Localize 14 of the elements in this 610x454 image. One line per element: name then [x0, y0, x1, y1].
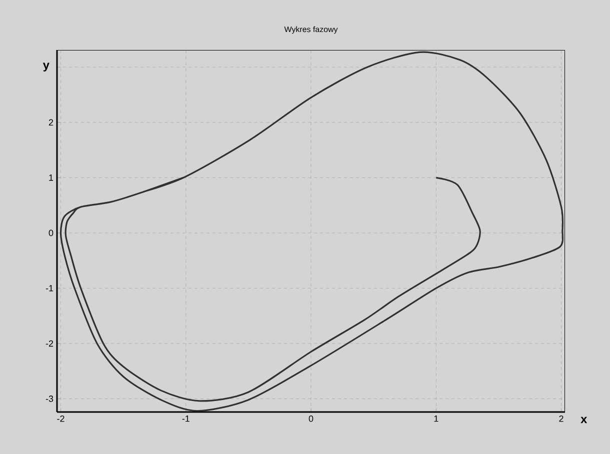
- x-tick-label: -2: [57, 416, 64, 422]
- y-tick-label: -3: [46, 396, 54, 402]
- x-tick-label: 1: [434, 416, 438, 422]
- x-tick-label: 2: [559, 416, 564, 422]
- y-tick-label: 1: [49, 174, 54, 181]
- y-tick-label: -2: [46, 340, 54, 347]
- y-axis-title: y: [42, 62, 50, 72]
- y-tick-label: 2: [48, 119, 54, 126]
- x-tick-label: 0: [308, 416, 314, 422]
- y-tick-label: -1: [46, 285, 54, 292]
- line-series: [60, 51, 564, 412]
- x-tick-label: -1: [182, 416, 190, 422]
- x-axis-title: x: [580, 416, 588, 424]
- y-tick-label: 0: [48, 230, 54, 236]
